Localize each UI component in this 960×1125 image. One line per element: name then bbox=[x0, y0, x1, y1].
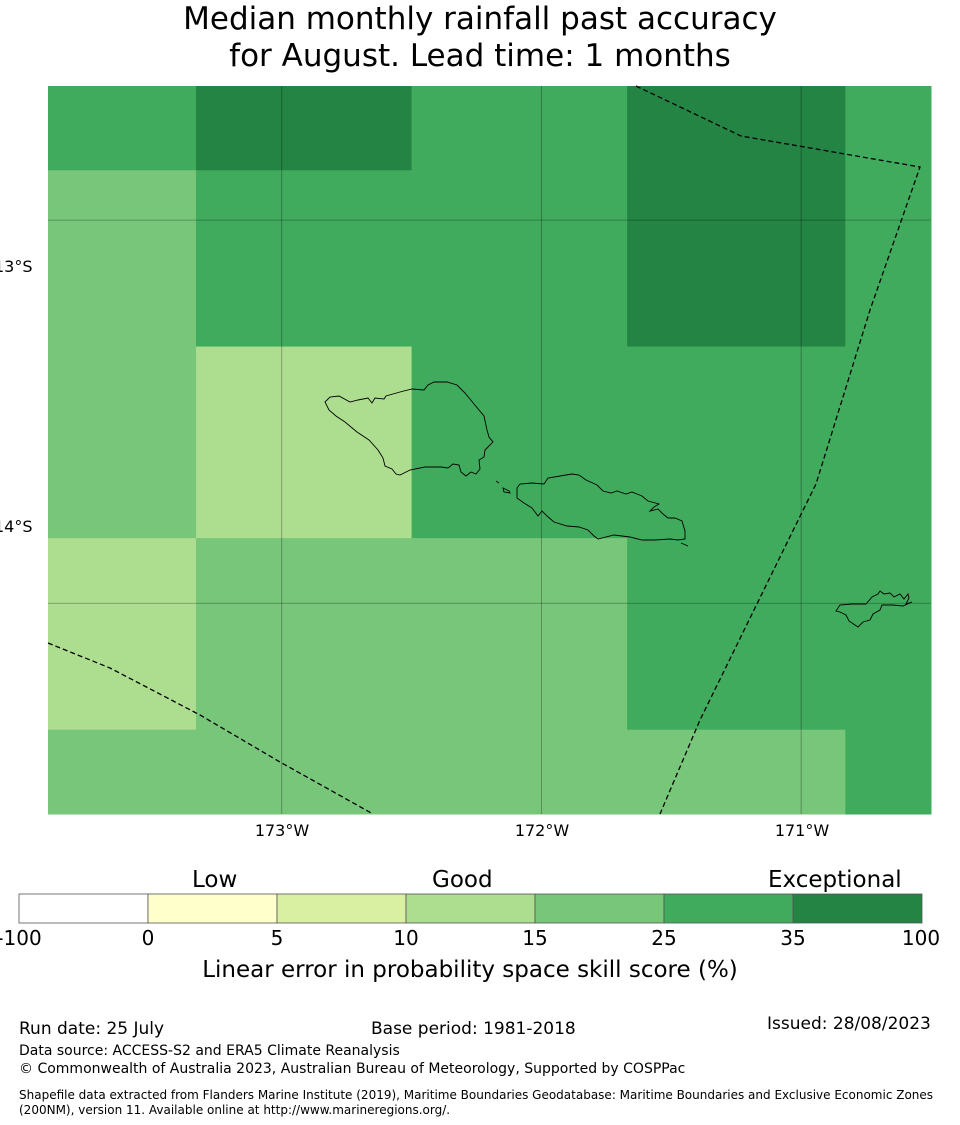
eez-boundary-southwest bbox=[47, 642, 374, 815]
skill-cell-16 bbox=[196, 538, 413, 731]
lat-tick-label-13s: 13°S bbox=[0, 257, 33, 276]
eez-boundary-northeast bbox=[635, 85, 921, 815]
skill-cell-13 bbox=[627, 346, 846, 539]
colorbar-tick-2: 5 bbox=[270, 926, 284, 950]
skill-cell-6 bbox=[196, 170, 413, 348]
skill-cell-11 bbox=[196, 346, 413, 539]
map-title-line-1: Median monthly rainfall past accuracy bbox=[183, 1, 777, 37]
skill-cell-17 bbox=[411, 538, 628, 731]
skill-cell-8 bbox=[627, 170, 846, 348]
coastline-apolima bbox=[502, 487, 511, 494]
shapefile-credit: Shapefile data extracted from Flanders M… bbox=[19, 1088, 934, 1117]
skill-cell-1 bbox=[196, 86, 413, 171]
skill-cell-3 bbox=[627, 86, 846, 171]
skill-grid-cells bbox=[48, 86, 932, 815]
run-date: Run date: 25 July bbox=[19, 1019, 165, 1039]
colorbar-category-low: Low bbox=[192, 867, 238, 893]
colorbar-segment-4 bbox=[534, 893, 665, 924]
skill-cell-2 bbox=[411, 86, 628, 171]
eez-boundaries bbox=[47, 85, 921, 815]
colorbar-tick-1: 0 bbox=[141, 926, 155, 950]
lat-tick-label-14s: 14°S bbox=[0, 517, 33, 536]
colorbar-tick-6: 35 bbox=[780, 926, 806, 950]
skill-cell-4 bbox=[845, 86, 932, 171]
coastline-manono bbox=[495, 480, 500, 484]
colorbar-category-good: Good bbox=[432, 867, 493, 893]
skill-cell-7 bbox=[411, 170, 628, 348]
map-title-line-2: for August. Lead time: 1 months bbox=[229, 38, 731, 74]
skill-cell-19 bbox=[845, 538, 932, 731]
lon-tick-label-171w: 171°W bbox=[774, 821, 830, 840]
skill-cell-18 bbox=[627, 538, 846, 731]
skill-cell-15 bbox=[48, 538, 197, 731]
skill-cell-10 bbox=[48, 346, 197, 539]
copyright: © Commonwealth of Australia 2023, Austra… bbox=[19, 1061, 686, 1077]
coastline-upolu bbox=[516, 473, 686, 541]
skill-cell-24 bbox=[845, 729, 932, 815]
base-period: Base period: 1981-2018 bbox=[371, 1019, 576, 1039]
colorbar-tick-5: 25 bbox=[651, 926, 677, 950]
coastline-upolu-east bbox=[680, 542, 689, 547]
colorbar-category-exceptional: Exceptional bbox=[768, 867, 902, 893]
colorbar-tick-4: 15 bbox=[522, 926, 548, 950]
colorbar-tick-7: 100 bbox=[901, 926, 941, 950]
skill-cell-12 bbox=[411, 346, 628, 539]
skill-cell-22 bbox=[411, 729, 628, 815]
colorbar-segment-1 bbox=[147, 893, 278, 924]
colorbar-tick-3: 10 bbox=[393, 926, 419, 950]
data-source: Data source: ACCESS-S2 and ERA5 Climate … bbox=[19, 1043, 400, 1059]
colorbar-segment-2 bbox=[276, 893, 407, 924]
colorbar-tick-0: -100 bbox=[0, 926, 42, 950]
colorbar-segments bbox=[18, 893, 923, 924]
coastline-savaii bbox=[324, 381, 494, 477]
skill-cell-21 bbox=[196, 729, 413, 815]
coastline-tutuila bbox=[835, 590, 913, 628]
skill-cell-0 bbox=[48, 86, 197, 171]
skill-map bbox=[47, 85, 932, 815]
issued-date: Issued: 28/08/2023 bbox=[767, 1014, 931, 1034]
skill-cell-23 bbox=[627, 729, 846, 815]
skill-cell-20 bbox=[48, 729, 197, 815]
colorbar-segment-5 bbox=[663, 893, 794, 924]
colorbar-segment-0 bbox=[18, 893, 149, 924]
coastlines bbox=[324, 381, 913, 628]
lon-tick-label-172w: 172°W bbox=[514, 821, 570, 840]
colorbar-segment-6 bbox=[792, 893, 923, 924]
colorbar-segment-3 bbox=[405, 893, 536, 924]
lon-tick-label-173w: 173°W bbox=[254, 821, 310, 840]
graticule bbox=[48, 86, 931, 814]
skill-cell-5 bbox=[48, 170, 197, 348]
skill-cell-14 bbox=[845, 346, 932, 539]
colorbar-label: Linear error in probability space skill … bbox=[202, 957, 738, 983]
